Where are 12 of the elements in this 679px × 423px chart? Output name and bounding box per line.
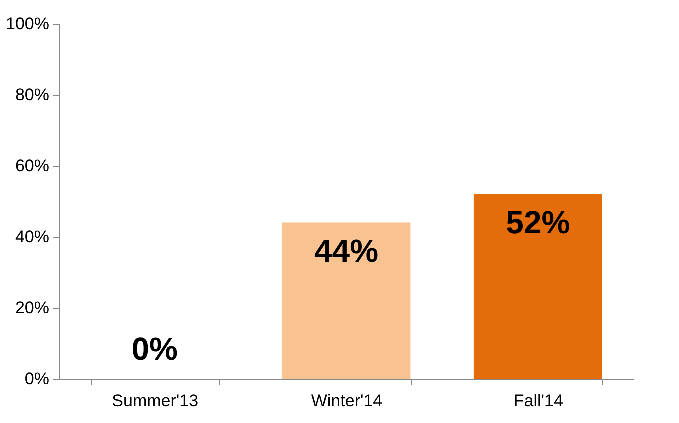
y-tick-label: 80% [15, 86, 50, 104]
data-label: 44% [314, 232, 379, 269]
y-tick-label: 60% [15, 156, 50, 176]
y-tick-label: 40% [15, 228, 50, 246]
data-label: 52% [506, 204, 570, 240]
y-tick-label: 100% [6, 14, 50, 34]
x-tick-label: Winter'14 [311, 392, 383, 410]
data-label: 0% [132, 331, 178, 367]
x-tick-label: Fall'14 [514, 392, 564, 410]
x-tick-label: Summer'13 [112, 392, 199, 410]
y-tick-label: 20% [15, 298, 50, 318]
y-tick-label: 0% [24, 370, 50, 388]
